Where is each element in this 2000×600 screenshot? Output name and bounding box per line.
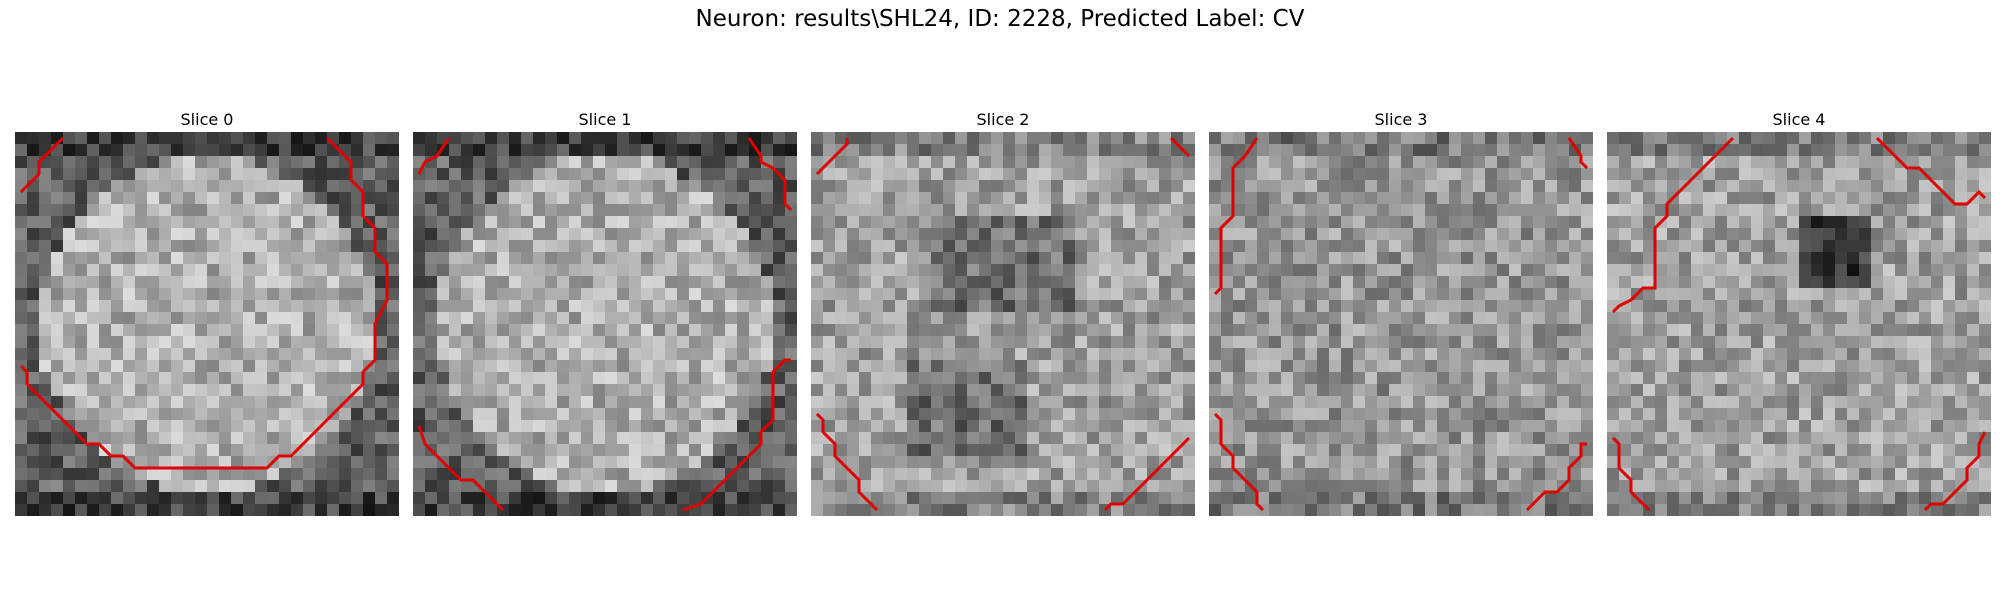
contour-line-3-0 [1213, 137, 1259, 296]
contour-line-0-1 [19, 136, 389, 470]
contour-line-1-0 [417, 137, 451, 175]
slice-image-1 [413, 132, 797, 516]
slice-image-3 [1209, 132, 1593, 516]
slice-title-2: Slice 2 [976, 110, 1030, 129]
contour-line-3-3 [1525, 442, 1587, 512]
contour-line-3-1 [1567, 137, 1589, 170]
slice-panel-3: Slice 3 [1209, 108, 1593, 516]
contour-line-0-0 [19, 136, 65, 194]
contour-line-2-0 [815, 138, 849, 176]
slice-image-0 [15, 132, 399, 516]
slice-image-4 [1607, 132, 1991, 516]
slice-panel-2: Slice 2 [811, 108, 1195, 516]
contour-line-2-3 [1103, 436, 1191, 512]
figure-title: Neuron: results\SHL24, ID: 2228, Predict… [695, 6, 1305, 32]
contour-line-1-1 [747, 137, 793, 212]
slice-panel-1: Slice 1 [413, 108, 797, 516]
contour-line-4-2 [1611, 436, 1651, 512]
contour-line-2-1 [1169, 136, 1191, 158]
slice-panel-4: Slice 4 [1607, 108, 1991, 516]
contour-line-2-2 [815, 412, 879, 512]
slice-title-1: Slice 1 [578, 110, 632, 129]
slice-image-2 [811, 132, 1195, 516]
slice-title-0: Slice 0 [180, 110, 234, 129]
slice-panel-0: Slice 0 [15, 108, 399, 516]
contour-line-4-3 [1923, 431, 1987, 512]
slice-title-4: Slice 4 [1772, 110, 1826, 129]
contour-line-4-0 [1611, 136, 1735, 314]
slice-title-3: Slice 3 [1374, 110, 1428, 129]
contour-line-3-2 [1213, 412, 1265, 512]
contour-line-1-2 [417, 425, 505, 512]
contour-line-1-3 [682, 358, 791, 512]
contour-line-4-1 [1875, 136, 1987, 206]
